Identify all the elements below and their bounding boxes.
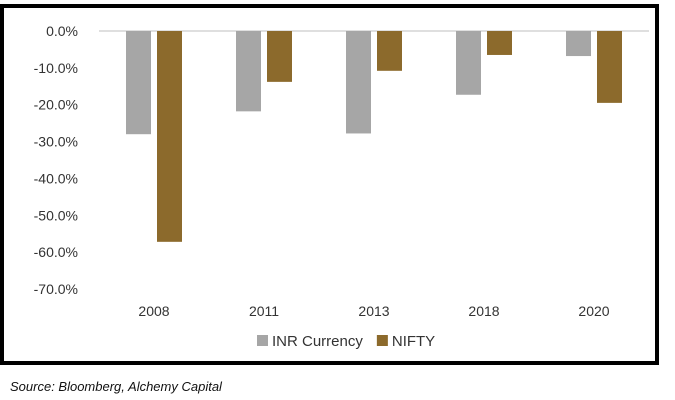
y-tick-label: -70.0% [34,281,78,297]
legend-label-inr-currency: INR Currency [272,333,363,350]
bar-nifty-2018 [487,31,512,55]
bar-nifty-2008 [157,31,182,242]
y-tick-label: -30.0% [34,134,78,150]
legend: INR Currency NIFTY [257,333,435,350]
x-tick-label: 2018 [468,303,499,319]
y-tick-label: 0.0% [46,23,78,39]
bars [126,31,622,242]
y-axis: 0.0% -10.0% -20.0% -30.0% -40.0% -50.0% -60.0%… [34,23,78,297]
legend-swatch-nifty [376,335,388,346]
x-tick-label: 2011 [249,303,279,319]
y-tick-label: -50.0% [34,207,78,223]
bar-inr-currency-2011 [236,31,261,112]
y-tick-label: -20.0% [34,97,78,113]
bar-inr-currency-2020 [566,31,591,57]
bar-nifty-2011 [267,31,292,82]
x-tick-label: 2013 [358,303,389,319]
bar-nifty-2013 [377,31,402,71]
x-tick-label: 2020 [578,303,609,319]
y-tick-label: -10.0% [34,60,78,76]
x-tick-label: 2008 [138,303,169,319]
y-tick-label: -40.0% [34,170,78,186]
bar-nifty-2020 [597,31,622,103]
legend-label-nifty: NIFTY [392,333,435,350]
y-tick-label: -60.0% [34,244,78,260]
x-axis: 2008 2011 2013 2018 2020 [138,303,609,319]
legend-swatch-inr-currency [257,335,268,346]
bar-chart: 0.0% -10.0% -20.0% -30.0% -40.0% -50.0% -60.0%… [34,23,649,350]
bar-inr-currency-2018 [456,31,481,95]
chart-frame: 0.0% -10.0% -20.0% -30.0% -40.0% -50.0% -60.0%… [0,4,659,365]
bar-inr-currency-2008 [126,31,151,135]
bar-inr-currency-2013 [346,31,371,134]
source-note: Source: Bloomberg, Alchemy Capital [10,379,222,394]
